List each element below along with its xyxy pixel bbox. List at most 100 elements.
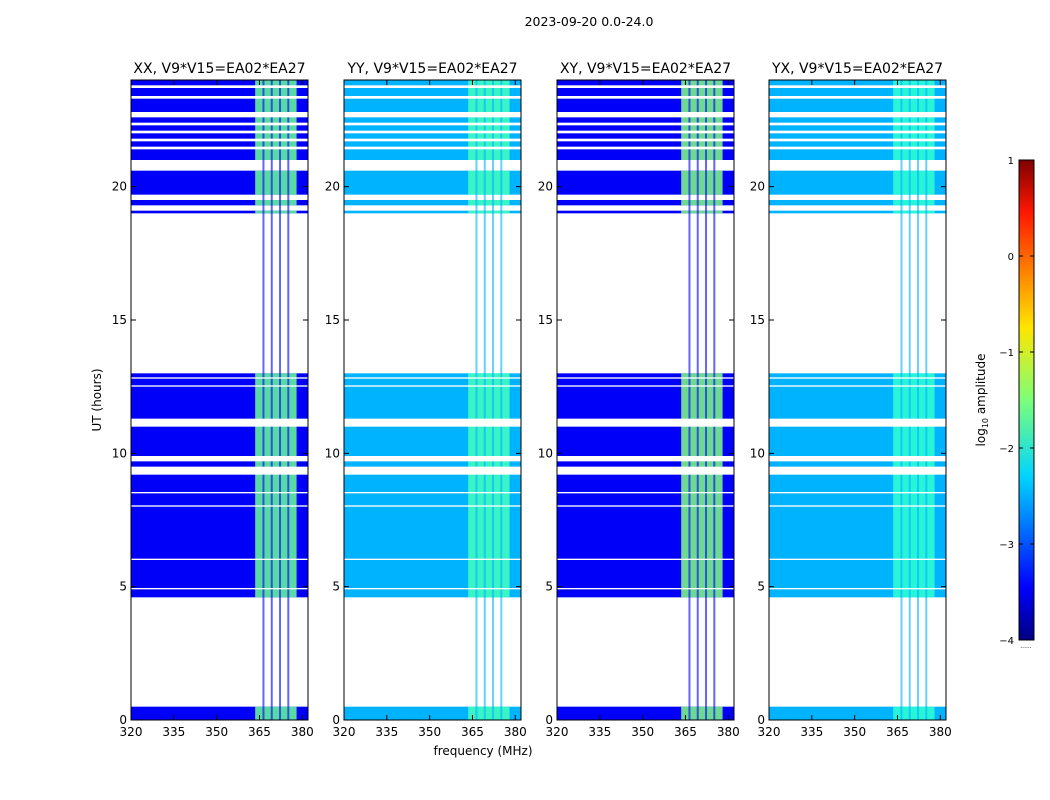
flagged-gap (344, 377, 521, 379)
flagged-gap (557, 588, 734, 590)
y-tick-label: 10 (112, 446, 127, 460)
flagged-gap (557, 146, 734, 150)
y-axis-label: UT (hours) (90, 368, 104, 431)
colorbar-tick-label: −3 (999, 540, 1014, 551)
flagged-gap (344, 96, 521, 99)
colorbar-label-subscript: 10 (981, 418, 990, 428)
flagged-gap (557, 505, 734, 507)
x-tick-label: 380 (929, 725, 952, 739)
bright-band (681, 170, 723, 195)
y-tick-label: 10 (538, 446, 553, 460)
flagged-gap (557, 85, 734, 88)
flagged-gap (131, 146, 308, 150)
flagged-gap (131, 558, 308, 560)
x-tick-label: 380 (504, 725, 527, 739)
flagged-gap (769, 130, 946, 134)
data-segment (769, 210, 946, 214)
flagged-gap (131, 385, 308, 387)
flagged-gap (344, 492, 521, 494)
flagged-gap (131, 466, 308, 475)
flagged-gap (131, 456, 308, 462)
bright-band (681, 200, 723, 206)
x-tick-label: 350 (843, 725, 866, 739)
panel-frame (556, 79, 735, 721)
x-tick-label: 335 (588, 725, 611, 739)
data-segment (344, 200, 521, 206)
x-tick-label: 320 (120, 725, 143, 739)
data-segment (557, 210, 734, 214)
colorbar-label-main: log (974, 428, 988, 446)
bright-band (255, 373, 297, 598)
flagged-gap (344, 130, 521, 134)
panel-frame (768, 79, 947, 721)
bright-band (468, 706, 510, 720)
y-tick-label: 20 (112, 180, 127, 194)
bright-band (255, 170, 297, 195)
flagged-gap (557, 456, 734, 462)
y-tick-label: 0 (545, 713, 553, 727)
flagged-gap (344, 558, 521, 560)
colorbar-footnote: ...... (1020, 643, 1032, 650)
panel-title: XY, V9*V15=EA02*EA27 (560, 61, 731, 77)
panel-content (557, 80, 734, 720)
y-tick-label: 10 (750, 446, 765, 460)
flagged-gap (557, 492, 734, 494)
flagged-gap (557, 122, 734, 126)
flagged-gap (769, 122, 946, 126)
bright-band (893, 210, 935, 214)
flagged-gap (344, 588, 521, 590)
data-segment (344, 210, 521, 214)
bright-band (255, 706, 297, 720)
y-tick-label: 5 (545, 580, 553, 594)
flagged-gap (557, 377, 734, 379)
bright-band (468, 200, 510, 206)
panel-title: YX, V9*V15=EA02*EA27 (771, 61, 943, 77)
bright-band (468, 170, 510, 195)
colorbar-tick-label: −1 (999, 348, 1014, 359)
flagged-gap (131, 505, 308, 507)
x-tick-label: 320 (758, 725, 781, 739)
flagged-gap (769, 466, 946, 475)
bright-band (255, 210, 297, 214)
y-tick-label: 15 (325, 313, 340, 327)
y-tick-label: 15 (538, 313, 553, 327)
flagged-gap (769, 505, 946, 507)
x-tick-label: 350 (205, 725, 228, 739)
flagged-gap (769, 85, 946, 88)
x-tick-label: 335 (800, 725, 823, 739)
colorbar-tick-label: −4 (999, 636, 1014, 647)
colorbar: 10−1−2−3−4 log10 amplitude ...... (974, 156, 1035, 650)
flagged-gap (131, 112, 308, 118)
data-segment (131, 200, 308, 206)
panel-3: XY, V9*V15=EA02*EA27 320 335 350 365 380 0 5 10 1… (538, 61, 740, 739)
data-segment (131, 210, 308, 214)
y-tick-label: 0 (757, 713, 765, 727)
flagged-gap (769, 96, 946, 99)
flagged-gap (557, 96, 734, 99)
panel-frame (343, 79, 522, 721)
panel-title: XX, V9*V15=EA02*EA27 (133, 61, 305, 77)
panel-1: XX, V9*V15=EA02*EA27 320 335 350 365 380 0 5 10 1… (112, 61, 314, 739)
flagged-gap (131, 96, 308, 99)
bright-band (681, 706, 723, 720)
bright-band (681, 373, 723, 598)
flagged-gap (557, 138, 734, 142)
flagged-gap (131, 138, 308, 142)
flagged-gap (769, 112, 946, 118)
x-tick-label: 320 (546, 725, 569, 739)
flagged-gap (344, 418, 521, 427)
colorbar-tick-label: 1 (1008, 156, 1014, 167)
data-segment (769, 200, 946, 206)
flagged-gap (557, 112, 734, 118)
flagged-gap (557, 130, 734, 134)
flagged-gap (557, 385, 734, 387)
flagged-gap (131, 130, 308, 134)
colorbar-ticks: 1 0 −1 −2 −3 −4 (999, 156, 1034, 647)
y-tick-label: 20 (750, 180, 765, 194)
flagged-gap (344, 456, 521, 462)
flagged-gap (344, 122, 521, 126)
flagged-gap (769, 138, 946, 142)
panel-4: YX, V9*V15=EA02*EA27 320 335 350 365 380 0 5 10 1… (750, 61, 952, 739)
flagged-gap (769, 377, 946, 379)
flagged-gap (344, 146, 521, 150)
